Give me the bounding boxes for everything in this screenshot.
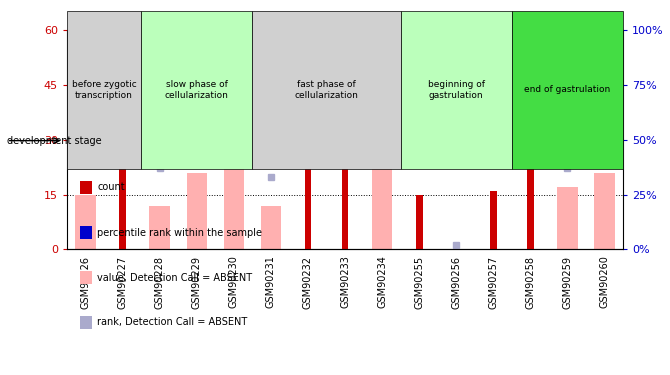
Bar <box>372 147 393 249</box>
Bar <box>416 195 423 249</box>
Bar <box>224 143 244 249</box>
Bar <box>594 172 615 249</box>
Bar <box>527 78 534 249</box>
Bar <box>75 195 96 249</box>
Text: slow phase of
cellularization: slow phase of cellularization <box>165 80 228 100</box>
Bar <box>305 107 312 249</box>
Text: end of gastrulation: end of gastrulation <box>525 86 610 94</box>
Text: before zygotic
transcription: before zygotic transcription <box>72 80 137 100</box>
Text: fast phase of
cellularization: fast phase of cellularization <box>295 80 358 100</box>
Bar <box>186 172 207 249</box>
Text: GDS1937 / 147127_s_at: GDS1937 / 147127_s_at <box>151 15 318 29</box>
Bar <box>261 206 281 249</box>
Text: development stage: development stage <box>7 136 101 146</box>
Bar <box>342 140 348 249</box>
Text: count: count <box>97 183 125 192</box>
Text: value, Detection Call = ABSENT: value, Detection Call = ABSENT <box>97 273 253 282</box>
Bar <box>119 136 126 249</box>
Text: rank, Detection Call = ABSENT: rank, Detection Call = ABSENT <box>97 318 247 327</box>
Bar <box>490 191 496 249</box>
Bar <box>149 206 170 249</box>
Bar <box>557 187 578 249</box>
Text: percentile rank within the sample: percentile rank within the sample <box>97 228 262 237</box>
Text: beginning of
gastrulation: beginning of gastrulation <box>427 80 485 100</box>
